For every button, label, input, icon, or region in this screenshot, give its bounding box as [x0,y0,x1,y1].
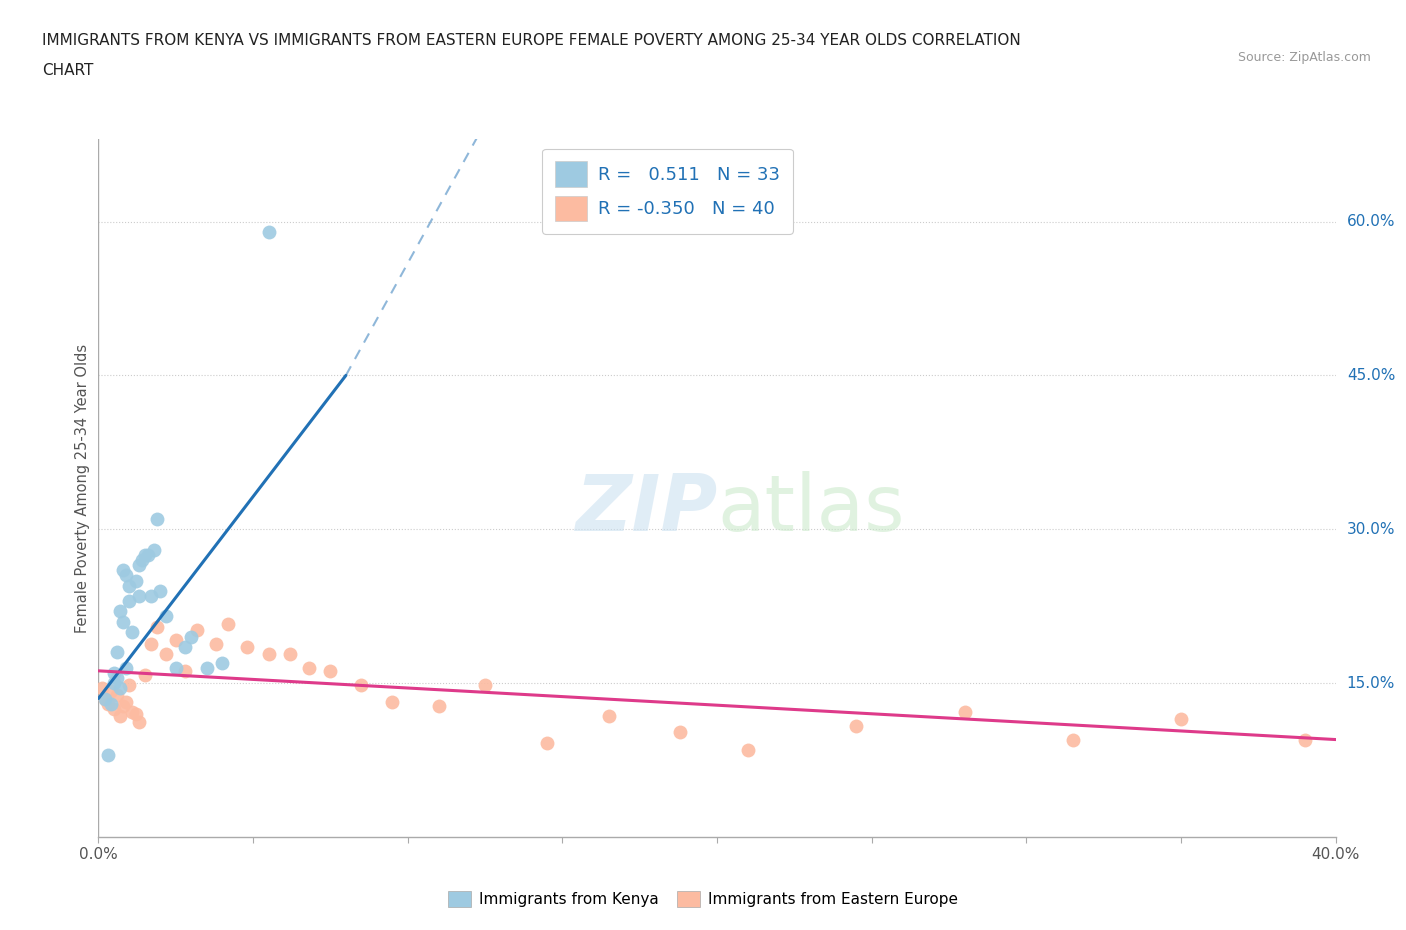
Point [108,681,131,696]
Point [118,593,141,608]
Point [180,630,202,644]
Point [118,678,141,693]
Point [319,663,342,678]
Point [93,691,115,706]
Point [205,637,228,652]
Point [112,563,135,578]
Point [211,655,233,670]
Point [155,647,177,662]
Point [121,624,143,639]
Point [97,697,120,711]
Point [278,647,301,662]
Point [115,568,138,583]
Point [124,707,146,722]
Point [427,698,450,713]
Point [598,709,620,724]
Point [136,548,159,563]
Point [953,704,976,719]
Point [146,512,169,526]
Point [90,681,112,696]
Point [536,736,558,751]
Text: ZIP: ZIP [575,472,717,547]
Text: CHART: CHART [42,63,94,78]
Point [139,637,162,652]
Point [115,694,138,709]
Point [149,583,172,598]
Y-axis label: Female Poverty Among 25-34 Year Olds: Female Poverty Among 25-34 Year Olds [75,344,90,632]
Point [217,617,239,631]
Point [139,589,162,604]
Point [257,224,280,239]
Point [737,742,759,757]
Text: 60.0%: 60.0% [1347,214,1395,229]
Point [128,558,150,573]
Point [195,660,218,675]
Point [103,701,125,716]
Point [155,609,177,624]
Point [669,725,692,740]
Text: IMMIGRANTS FROM KENYA VS IMMIGRANTS FROM EASTERN EUROPE FEMALE POVERTY AMONG 25-: IMMIGRANTS FROM KENYA VS IMMIGRANTS FROM… [42,33,1021,47]
Point [474,678,496,693]
Point [103,676,125,691]
Point [118,578,141,593]
Point [121,704,143,719]
Point [128,589,150,604]
Point [100,684,122,698]
Text: 45.0%: 45.0% [1347,368,1395,383]
Text: Source: ZipAtlas.com: Source: ZipAtlas.com [1237,51,1371,64]
Point [112,614,135,629]
Point [105,644,128,659]
Point [100,697,122,711]
Text: atlas: atlas [717,472,904,547]
Text: 30.0%: 30.0% [1347,522,1395,537]
Point [134,668,156,683]
Point [165,660,187,675]
Point [146,619,169,634]
Point [103,666,125,681]
Point [134,548,156,563]
Point [131,552,153,567]
Point [93,691,115,706]
Point [108,709,131,724]
Point [143,542,166,557]
Point [186,622,208,637]
Point [236,640,259,655]
Point [257,647,280,662]
Legend: Immigrants from Kenya, Immigrants from Eastern Europe: Immigrants from Kenya, Immigrants from E… [443,884,963,913]
Point [105,688,128,703]
Point [174,640,197,655]
Point [165,632,187,647]
Point [108,604,131,618]
Point [1062,732,1084,747]
Legend: R =   0.511   N = 33, R = -0.350   N = 40: R = 0.511 N = 33, R = -0.350 N = 40 [543,149,793,234]
Point [112,698,135,713]
Point [115,660,138,675]
Point [845,719,868,734]
Point [1170,711,1192,726]
Point [128,714,150,729]
Point [105,671,128,685]
Point [381,694,404,709]
Point [174,663,197,678]
Point [97,748,120,763]
Point [298,660,321,675]
Point [124,573,146,588]
Text: 15.0%: 15.0% [1347,675,1395,691]
Point [1294,732,1316,747]
Point [350,678,373,693]
